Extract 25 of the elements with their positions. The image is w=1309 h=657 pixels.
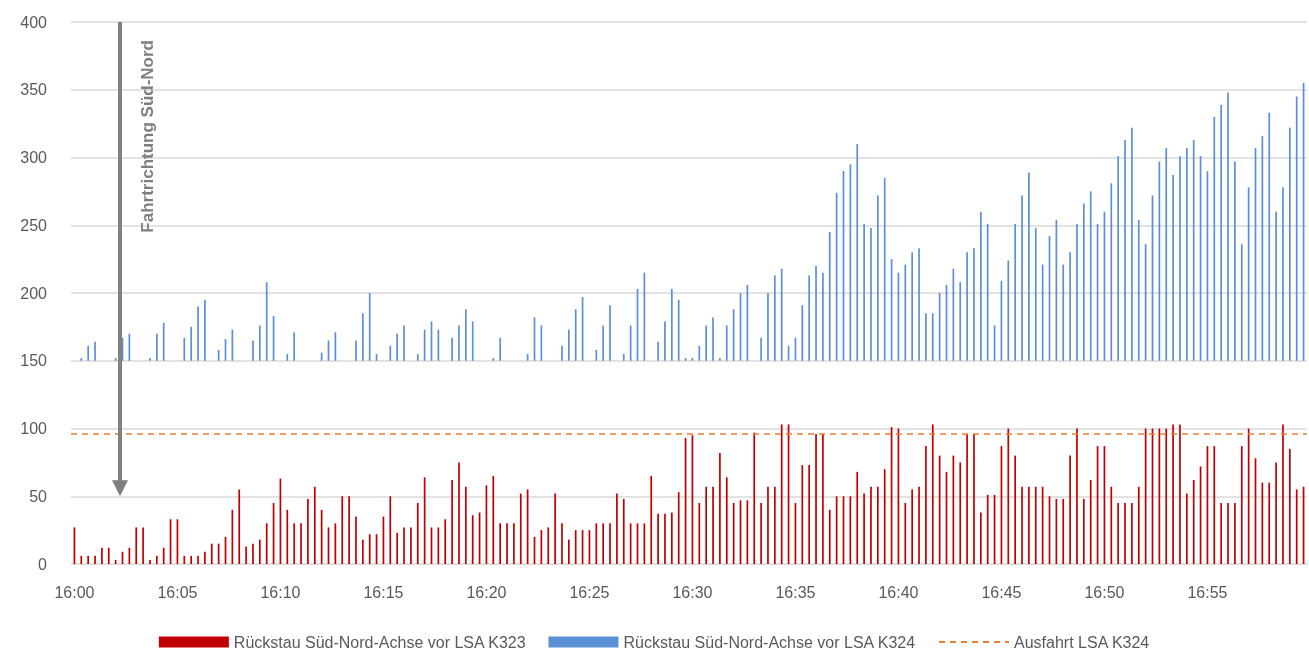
legend-label: Rückstau Süd-Nord-Achse vor LSA K324 [623,633,916,651]
x-tick-label: 16:15 [363,583,404,601]
x-tick-label: 16:30 [672,583,713,601]
y-tick-label: 0 [38,555,48,573]
y-tick-label: 400 [20,13,48,31]
x-tick-label: 16:05 [157,583,198,601]
x-tick-label: 16:35 [775,583,816,601]
x-tick-label: 16:45 [981,583,1022,601]
legend-label: Ausfahrt LSA K324 [1014,633,1150,651]
x-tick-label: 16:25 [569,583,610,601]
legend-label: Rückstau Süd-Nord-Achse vor LSA K323 [233,633,526,651]
y-tick-label: 150 [20,352,48,370]
y-tick-label: 250 [20,216,48,234]
y-tick-label: 350 [20,81,48,99]
y-tick-label: 100 [20,420,48,437]
y-tick-label: 200 [20,284,48,302]
x-tick-label: 16:20 [466,583,507,601]
y-tick-label: 300 [20,149,48,166]
x-tick-label: 16:50 [1084,583,1125,601]
y-tick-label: 50 [29,487,48,505]
x-tick-label: 16:40 [878,583,919,601]
x-tick-label: 16:10 [260,583,301,601]
x-tick-label: 16:55 [1187,583,1228,601]
x-tick-label: 16:00 [54,583,95,601]
annotation: Fahrtrichtung Süd-Nord [138,40,157,233]
